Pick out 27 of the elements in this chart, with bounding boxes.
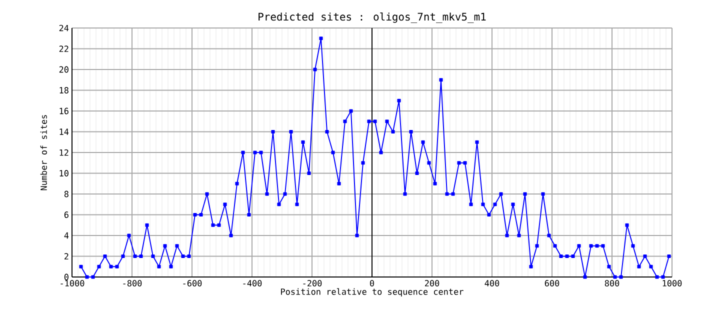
y-axis-title: Number of sites [40,115,47,190]
x-tick-label: 0 [370,280,374,286]
y-tick-label: 12 [60,149,68,156]
y-tick-label: 4 [64,232,69,239]
x-tick-label: 400 [484,280,500,286]
x-tick-label: -600 [183,280,202,286]
x-tick-label: -800 [123,280,142,286]
x-tick-label: 200 [424,280,440,286]
y-tick-label: 6 [64,212,68,218]
x-tick-label: -200 [303,280,322,286]
y-tick-label: 20 [59,66,68,73]
x-axis-title: Position relative to sequence center [281,288,464,297]
y-tick-label: 2 [64,253,68,260]
y-tick-label: 0 [64,274,68,280]
y-tick-label: 14 [60,128,69,135]
y-tick-label: 10 [60,170,68,176]
x-tick-label: 1000 [662,280,682,286]
y-tick-label: 24 [59,24,69,32]
x-tick-label: -400 [243,280,262,286]
y-tick-label: 18 [60,87,68,94]
x-tick-label: -1000 [60,280,84,286]
chart-title: Predicted sites : oligos_7nt_mkv5_m1 [258,12,486,23]
y-tick-label: 16 [60,108,68,114]
x-tick-label: 600 [544,280,560,286]
y-tick-label: 22 [59,46,68,52]
x-tick-label: 800 [604,280,620,286]
y-tick-label: 8 [64,190,68,198]
